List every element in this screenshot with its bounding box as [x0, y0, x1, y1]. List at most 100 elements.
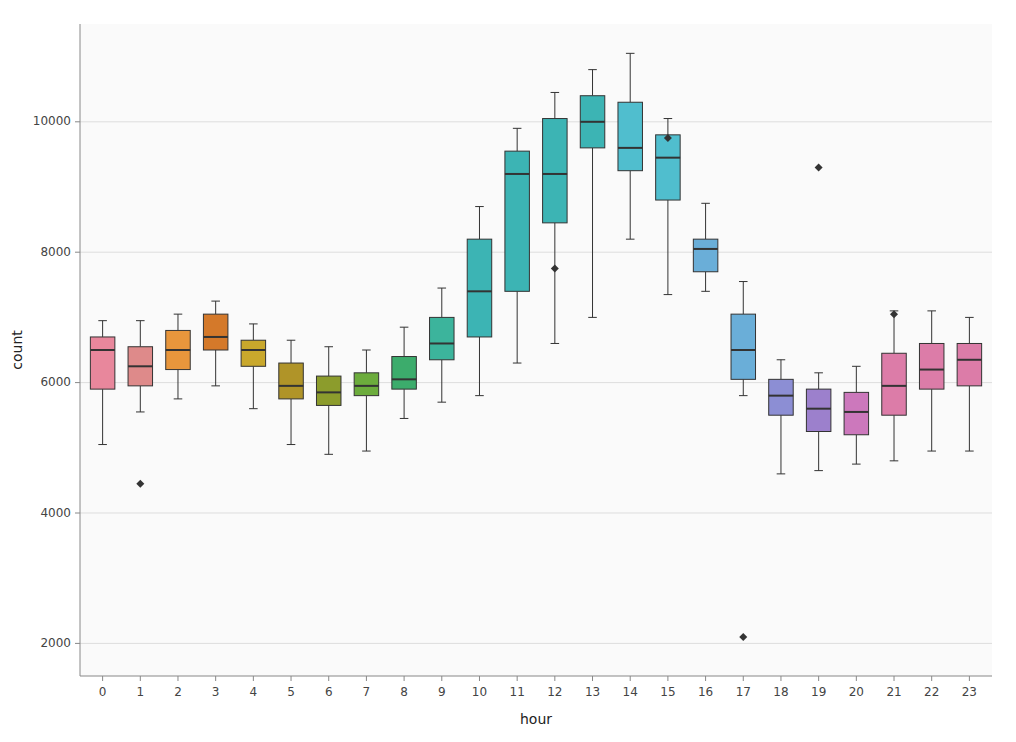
box	[957, 343, 981, 385]
median	[731, 349, 755, 351]
median	[618, 147, 642, 149]
box-group	[392, 327, 416, 418]
box	[769, 379, 793, 415]
median	[203, 336, 227, 338]
x-tick-label: 23	[962, 685, 977, 699]
median	[844, 411, 868, 413]
cap-low	[626, 239, 635, 240]
grid-line	[80, 252, 992, 253]
median	[693, 248, 717, 250]
x-tick-label: 7	[363, 685, 371, 699]
median	[957, 359, 981, 361]
box	[316, 376, 340, 405]
x-axis: 01234567891011121314151617181920212223	[99, 676, 977, 699]
cap-high	[626, 53, 635, 54]
cap-high	[551, 92, 560, 93]
whisker-low	[780, 415, 781, 474]
cap-low	[475, 395, 484, 396]
box-group	[241, 324, 265, 409]
x-tick-label: 1	[136, 685, 144, 699]
whisker-high	[931, 311, 932, 344]
flier	[551, 265, 559, 273]
whisker-low	[592, 148, 593, 318]
whisker-low	[140, 386, 141, 412]
whisker-low	[969, 386, 970, 451]
whisker-low	[554, 223, 555, 344]
x-tick-label: 14	[623, 685, 638, 699]
cap-high	[701, 203, 710, 204]
whisker-high	[140, 321, 141, 347]
y-tick-label: 6000	[40, 375, 71, 389]
x-tick	[856, 676, 857, 681]
x-tick	[441, 676, 442, 681]
x-tick	[479, 676, 480, 681]
cap-high	[814, 372, 823, 373]
box	[354, 373, 378, 396]
x-tick-label: 9	[438, 685, 446, 699]
x-axis-label: hour	[520, 711, 552, 727]
x-tick	[366, 676, 367, 681]
y-tick	[75, 121, 80, 122]
whisker-high	[743, 282, 744, 315]
box-group	[543, 92, 567, 343]
x-tick	[969, 676, 970, 681]
whisker-high	[366, 350, 367, 373]
whisker-high	[856, 366, 857, 392]
x-tick	[894, 676, 895, 681]
box	[128, 347, 152, 386]
cap-high	[777, 359, 786, 360]
whisker-low	[667, 200, 668, 295]
chart-container: 2000400060008000100000123456789101112131…	[0, 0, 1016, 742]
whisker-high	[667, 119, 668, 135]
median	[241, 349, 265, 351]
whisker-low	[366, 396, 367, 451]
whisker-low	[894, 415, 895, 461]
cap-high	[513, 128, 522, 129]
x-tick	[705, 676, 706, 681]
grid-line	[80, 513, 992, 514]
y-tick	[75, 643, 80, 644]
x-tick	[818, 676, 819, 681]
median	[882, 385, 906, 387]
median	[90, 349, 114, 351]
box	[279, 363, 303, 399]
cap-low	[513, 363, 522, 364]
cap-high	[852, 366, 861, 367]
y-tick	[75, 382, 80, 383]
cap-low	[664, 294, 673, 295]
box	[919, 343, 943, 389]
x-tick-label: 8	[400, 685, 408, 699]
median	[806, 408, 830, 410]
cap-low	[324, 454, 333, 455]
whisker-low	[441, 360, 442, 402]
cap-high	[98, 320, 107, 321]
box-group	[957, 317, 981, 451]
plot-background	[80, 24, 992, 676]
box-group	[769, 360, 793, 474]
whisker-low	[818, 432, 819, 471]
cap-low	[739, 395, 748, 396]
flier	[739, 633, 747, 641]
x-tick	[517, 676, 518, 681]
whisker-high	[969, 317, 970, 343]
whisker-low	[291, 399, 292, 445]
median	[279, 385, 303, 387]
whisker-low	[705, 272, 706, 292]
whisker-high	[291, 340, 292, 363]
x-tick	[630, 676, 631, 681]
cap-low	[701, 291, 710, 292]
cap-low	[852, 464, 861, 465]
whisker-low	[630, 171, 631, 239]
box-group	[203, 301, 227, 386]
whisker-high	[102, 321, 103, 337]
box-group	[844, 366, 868, 464]
box-group	[731, 282, 755, 641]
median	[316, 391, 340, 393]
x-tick-label: 19	[811, 685, 826, 699]
x-tick	[291, 676, 292, 681]
x-tick-label: 16	[698, 685, 713, 699]
y-axis-line	[80, 24, 81, 676]
median	[467, 290, 491, 292]
whisker-low	[177, 370, 178, 399]
x-tick-label: 6	[325, 685, 333, 699]
